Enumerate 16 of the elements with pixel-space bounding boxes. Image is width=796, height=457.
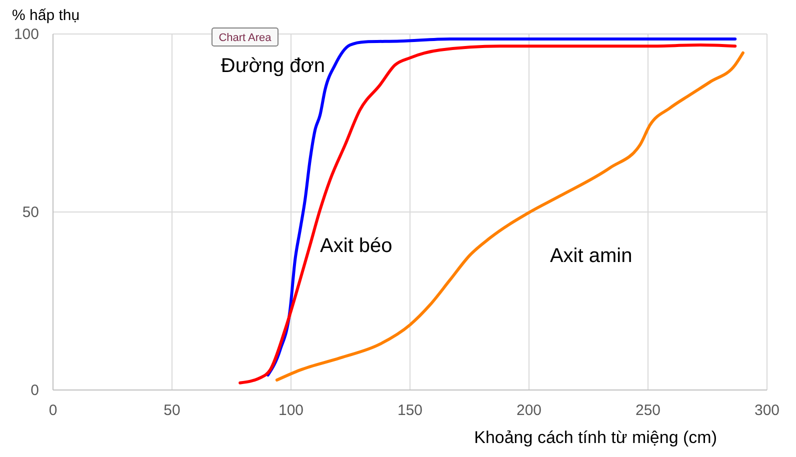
x-tick-label: 100 bbox=[278, 402, 304, 419]
x-axis-title: Khoảng cách tính từ miệng (cm) bbox=[474, 428, 717, 447]
series-label: Đường đơn bbox=[220, 54, 326, 77]
x-tick-label: 150 bbox=[397, 402, 423, 419]
x-tick-label: 200 bbox=[516, 402, 542, 419]
series-label: Axit amin bbox=[550, 245, 632, 268]
y-tick-label: 0 bbox=[30, 382, 39, 399]
y-tick-label: 50 bbox=[22, 204, 39, 221]
y-tick-label: 100 bbox=[14, 26, 39, 43]
x-tick-label: 250 bbox=[635, 402, 661, 419]
x-tick-label: 300 bbox=[754, 402, 780, 419]
annotation: Chart Area bbox=[218, 32, 272, 44]
x-tick-label: 50 bbox=[164, 402, 180, 419]
y-axis-title: % hấp thụ bbox=[12, 7, 80, 24]
series-label: Axit béo bbox=[320, 235, 392, 258]
x-tick-label: 0 bbox=[48, 402, 58, 419]
